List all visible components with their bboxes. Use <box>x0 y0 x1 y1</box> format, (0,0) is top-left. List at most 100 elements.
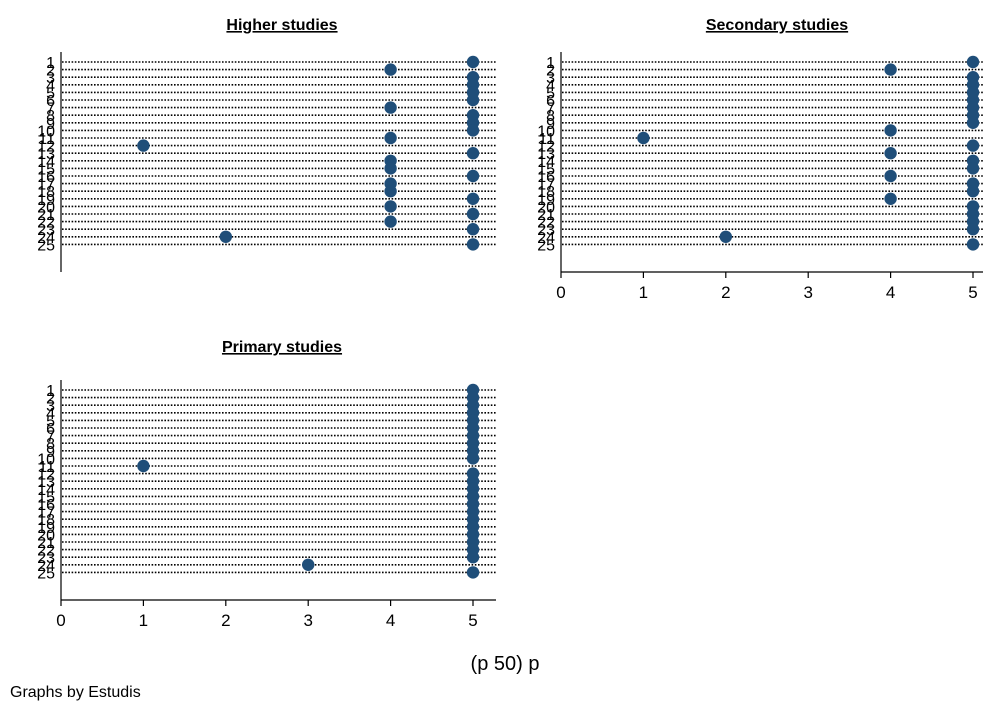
data-point <box>384 101 397 114</box>
category-label: 1 <box>46 55 55 72</box>
data-point <box>466 192 480 205</box>
category-label: 21 <box>537 207 555 224</box>
category-label: 4 <box>46 78 55 95</box>
category-label: 17 <box>537 177 555 194</box>
data-point <box>466 93 480 107</box>
category-label: 24 <box>37 230 55 247</box>
category-label: 14 <box>37 482 55 499</box>
category-label: 24 <box>37 558 55 575</box>
category-label: 25 <box>37 565 55 582</box>
category-label: 23 <box>37 550 55 567</box>
x-tick-label: 5 <box>468 611 477 630</box>
data-point <box>466 551 480 564</box>
category-label: 18 <box>537 184 555 201</box>
category-label: 5 <box>546 85 555 102</box>
category-label: 10 <box>37 123 55 140</box>
panel-1: Higher studies12345678910111213141516171… <box>37 17 496 272</box>
category-label: 25 <box>37 237 55 254</box>
category-label: 17 <box>37 177 55 194</box>
category-label: 1 <box>546 55 555 72</box>
category-label: 12 <box>37 467 55 484</box>
category-label: 10 <box>537 123 555 140</box>
panel-title: Higher studies <box>226 17 337 34</box>
category-label: 23 <box>37 222 55 239</box>
category-label: 19 <box>37 192 55 209</box>
graphs-by-note: Graphs by Estudis <box>10 684 141 701</box>
category-label: 20 <box>37 199 55 216</box>
category-label: 6 <box>546 93 555 110</box>
data-point <box>137 459 150 473</box>
category-label: 9 <box>46 444 55 461</box>
data-point <box>966 116 980 129</box>
category-label: 22 <box>37 215 55 232</box>
x-tick-label: 2 <box>721 283 730 302</box>
x-tick-label: 0 <box>56 611 65 630</box>
category-label: 23 <box>537 222 555 239</box>
category-label: 1 <box>46 383 55 400</box>
category-label: 8 <box>546 108 555 125</box>
x-axis-title: (p 50) p <box>471 653 540 675</box>
category-label: 13 <box>537 146 555 163</box>
category-label: 22 <box>537 215 555 232</box>
category-label: 15 <box>37 161 55 178</box>
x-tick-label: 1 <box>139 611 148 630</box>
category-label: 7 <box>46 101 55 118</box>
category-label: 22 <box>37 543 55 560</box>
category-label: 20 <box>537 199 555 216</box>
data-point <box>466 147 480 160</box>
category-label: 9 <box>46 116 55 133</box>
data-point <box>884 169 897 183</box>
data-point <box>884 192 897 205</box>
category-label: 7 <box>46 429 55 446</box>
data-point <box>466 207 480 221</box>
category-label: 18 <box>37 512 55 529</box>
category-label: 21 <box>37 535 55 552</box>
x-tick-label: 5 <box>968 283 977 302</box>
data-point <box>384 63 397 76</box>
category-label: 13 <box>37 146 55 163</box>
category-label: 3 <box>46 398 55 415</box>
data-point <box>466 566 480 579</box>
category-label: 19 <box>37 520 55 537</box>
category-label: 4 <box>546 78 555 95</box>
data-point <box>966 162 980 175</box>
data-point <box>884 124 897 137</box>
data-point <box>884 147 897 160</box>
data-point <box>719 230 732 243</box>
category-label: 2 <box>46 63 55 80</box>
category-label: 15 <box>537 161 555 178</box>
data-point <box>219 230 232 243</box>
category-label: 19 <box>537 192 555 209</box>
data-point <box>637 131 650 145</box>
x-tick-label: 3 <box>303 611 312 630</box>
category-label: 8 <box>46 436 55 453</box>
data-point <box>384 185 397 198</box>
data-point <box>302 558 315 571</box>
data-point <box>966 139 980 152</box>
category-label: 9 <box>546 116 555 133</box>
category-label: 12 <box>37 139 55 156</box>
category-label: 5 <box>46 85 55 102</box>
category-label: 12 <box>537 139 555 156</box>
category-label: 4 <box>46 406 55 423</box>
panel-title: Primary studies <box>222 339 342 356</box>
category-label: 6 <box>46 421 55 438</box>
category-label: 10 <box>37 451 55 468</box>
category-label: 16 <box>537 169 555 186</box>
data-point <box>884 63 897 76</box>
x-tick-label: 4 <box>886 283 895 302</box>
category-label: 6 <box>46 93 55 110</box>
category-label: 14 <box>537 154 555 171</box>
panel-3: Primary studies1234567891011121314151617… <box>37 339 496 630</box>
data-point <box>384 200 397 213</box>
category-label: 8 <box>46 108 55 125</box>
category-label: 7 <box>546 101 555 118</box>
category-label: 2 <box>546 63 555 80</box>
x-tick-label: 3 <box>803 283 812 302</box>
data-point <box>466 55 480 69</box>
category-label: 24 <box>537 230 555 247</box>
x-tick-label: 0 <box>556 283 565 302</box>
panels: Higher studies12345678910111213141516171… <box>37 17 983 630</box>
panel-2: Secondary studies12345678910111213141516… <box>537 17 983 302</box>
